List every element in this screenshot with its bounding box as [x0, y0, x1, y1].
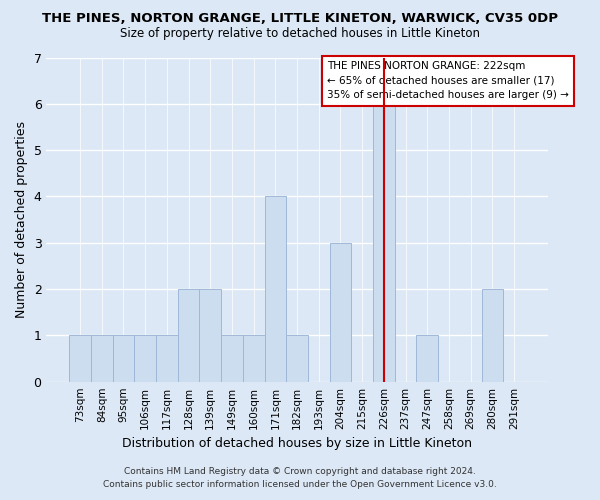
Bar [416, 336, 438, 382]
Bar [69, 336, 91, 382]
Text: THE PINES NORTON GRANGE: 222sqm
← 65% of detached houses are smaller (17)
35% of: THE PINES NORTON GRANGE: 222sqm ← 65% of… [327, 60, 569, 100]
Bar [329, 242, 352, 382]
X-axis label: Distribution of detached houses by size in Little Kineton: Distribution of detached houses by size … [122, 437, 472, 450]
Bar [286, 336, 308, 382]
Bar [373, 104, 395, 382]
Bar [156, 336, 178, 382]
Text: THE PINES, NORTON GRANGE, LITTLE KINETON, WARWICK, CV35 0DP: THE PINES, NORTON GRANGE, LITTLE KINETON… [42, 12, 558, 26]
Bar [91, 336, 113, 382]
Text: Contains HM Land Registry data © Crown copyright and database right 2024.
Contai: Contains HM Land Registry data © Crown c… [103, 467, 497, 489]
Text: Size of property relative to detached houses in Little Kineton: Size of property relative to detached ho… [120, 28, 480, 40]
Bar [199, 289, 221, 382]
Bar [134, 336, 156, 382]
Bar [178, 289, 199, 382]
Bar [482, 289, 503, 382]
Y-axis label: Number of detached properties: Number of detached properties [15, 121, 28, 318]
Bar [265, 196, 286, 382]
Bar [221, 336, 243, 382]
Bar [113, 336, 134, 382]
Bar [243, 336, 265, 382]
